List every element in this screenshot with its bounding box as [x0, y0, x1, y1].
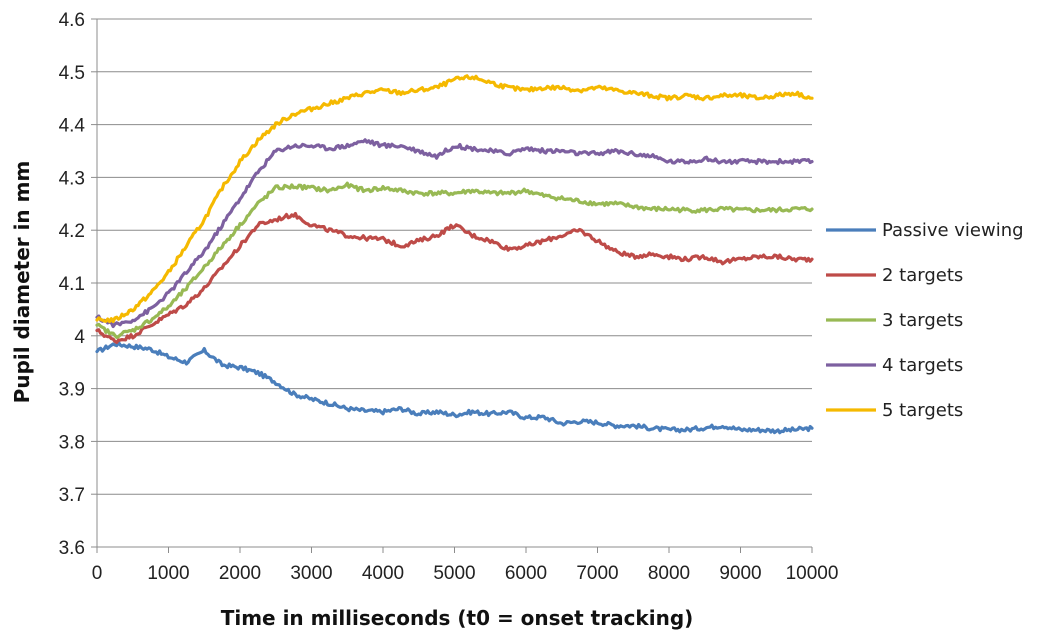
y-tick-label: 4.3 — [59, 168, 85, 189]
series-line-4 — [95, 138, 814, 329]
gridlines — [97, 18, 812, 548]
legend-item: 3 targets — [826, 310, 963, 331]
x-tick-label: 5000 — [433, 563, 475, 584]
y-tick-label: 4.5 — [59, 63, 85, 84]
legend-label: Passive viewing — [882, 220, 1024, 241]
x-tick-label: 4000 — [362, 563, 404, 584]
tick-labels: 3.6 3.7 3.8 3.9 4 4.1 4.2 4.3 4.4 4.5 4.6 0 1000 2000… — [59, 10, 839, 584]
y-tick-label: 3.8 — [59, 432, 85, 453]
legend-label: 5 targets — [882, 400, 963, 421]
series-line-1 — [95, 340, 814, 435]
x-tick-label: 8000 — [648, 563, 690, 584]
y-tick-label: 3.7 — [59, 485, 85, 506]
axes — [91, 18, 813, 553]
legend: Passive viewing 2 targets 3 targets 4 targe… — [826, 220, 1024, 421]
legend-label: 3 targets — [882, 310, 963, 331]
y-tick-label: 3.6 — [59, 538, 85, 559]
x-tick-label: 10000 — [786, 563, 839, 584]
x-tick-label: 3000 — [290, 563, 332, 584]
x-tick-label: 6000 — [505, 563, 547, 584]
legend-label: 2 targets — [882, 265, 963, 286]
legend-item: 2 targets — [826, 265, 963, 286]
y-tick-label: 4.4 — [59, 116, 86, 137]
y-tick-label: 3.9 — [59, 380, 85, 401]
y-tick-label: 4 — [74, 327, 85, 348]
x-tick-label: 1000 — [147, 563, 189, 584]
series-lines — [95, 74, 814, 435]
y-tick-label: 4.2 — [59, 221, 85, 242]
legend-label: 4 targets — [882, 355, 963, 376]
y-tick-label: 4.6 — [59, 10, 85, 31]
series-line-5 — [95, 74, 814, 324]
x-tick-label: 9000 — [719, 563, 761, 584]
y-axis-title: Pupil diameter in mm — [10, 161, 34, 404]
x-tick-label: 2000 — [219, 563, 261, 584]
legend-item: 4 targets — [826, 355, 963, 376]
legend-item: Passive viewing — [826, 220, 1024, 241]
legend-item: 5 targets — [826, 400, 963, 421]
series-line-3 — [95, 181, 814, 339]
x-tick-label: 7000 — [576, 563, 618, 584]
series-line-2 — [95, 211, 814, 344]
y-tick-label: 4.1 — [59, 274, 85, 295]
x-tick-label: 0 — [92, 563, 103, 584]
x-axis-title: Time in milliseconds (t0 = onset trackin… — [221, 606, 694, 630]
